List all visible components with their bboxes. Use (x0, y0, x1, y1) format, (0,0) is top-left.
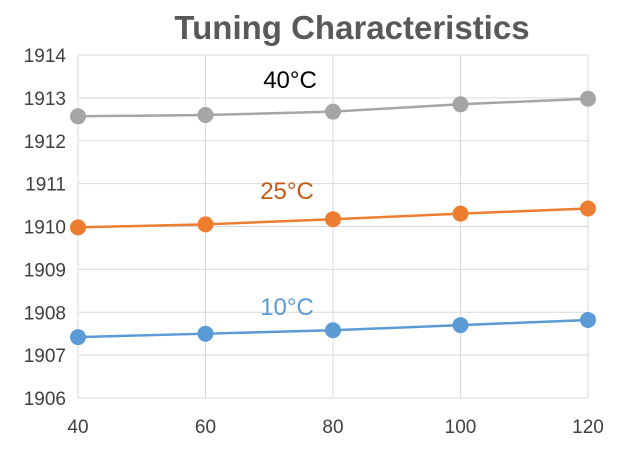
data-point (197, 107, 214, 124)
y-tick-label: 1907 (24, 346, 66, 367)
x-tick-label: 100 (445, 417, 477, 438)
series-label: 40°C (263, 67, 317, 94)
data-point (452, 205, 469, 222)
y-tick-label: 1912 (24, 132, 66, 153)
data-point (325, 103, 341, 120)
series-lines (70, 90, 596, 346)
data-point (580, 311, 596, 328)
data-point (452, 96, 469, 113)
y-tick-label: 1910 (24, 218, 66, 239)
data-point (580, 90, 596, 107)
data-point (325, 322, 341, 339)
data-point (70, 329, 86, 346)
data-point (70, 108, 86, 125)
y-tick-label: 1906 (24, 389, 66, 410)
y-tick-label: 1909 (24, 260, 66, 281)
y-tick-label: 1914 (24, 46, 67, 67)
x-tick-label: 80 (322, 417, 343, 438)
data-point (197, 325, 214, 342)
series-label: 10°C (260, 294, 314, 321)
data-point (452, 317, 469, 334)
y-axis-ticks: 1906 1907 1908 1909 1910 1911 1912 1913 1914 (24, 46, 67, 410)
data-point (325, 211, 341, 228)
y-tick-label: 1908 (24, 303, 66, 324)
x-axis-ticks: 40 60 80 100 120 (67, 417, 603, 438)
data-point (580, 200, 596, 217)
x-tick-label: 120 (572, 417, 604, 438)
data-point (70, 219, 86, 236)
series-label: 25°C (260, 178, 314, 205)
series-labels: 40°C 25°C 10°C (260, 67, 317, 321)
y-tick-label: 1913 (24, 89, 66, 110)
x-tick-label: 40 (67, 417, 88, 438)
data-point (197, 216, 214, 233)
chart-title: Tuning Characteristics (174, 9, 529, 46)
y-tick-label: 1911 (25, 175, 66, 196)
x-tick-label: 60 (195, 417, 216, 438)
